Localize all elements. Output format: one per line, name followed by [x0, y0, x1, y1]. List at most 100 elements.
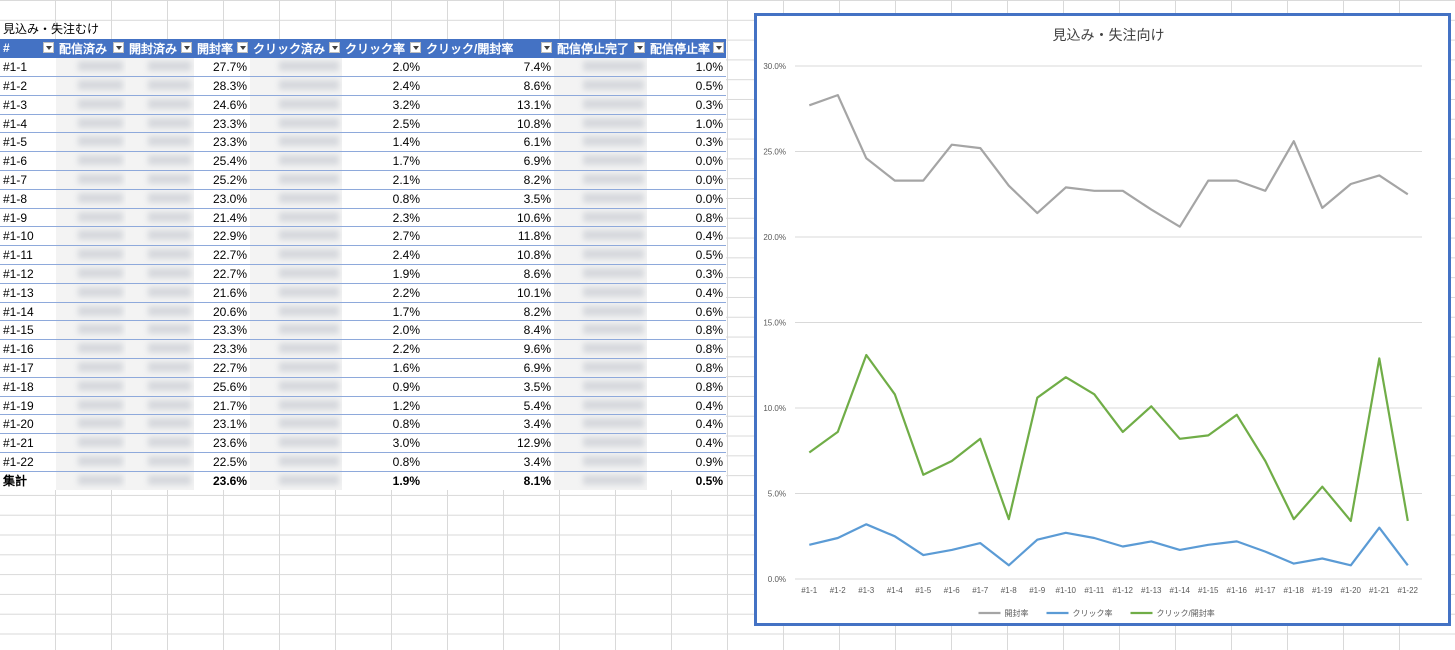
row-id-cell: #1-6 — [0, 151, 56, 172]
table-row: #1-13 21.6% 2.2% 10.1% 0.4% — [0, 283, 727, 303]
redacted-cell — [56, 114, 126, 134]
redacted-cell — [56, 264, 126, 284]
click-rate-cell: 2.0% — [342, 57, 423, 78]
open-rate-cell: 23.3% — [194, 114, 250, 134]
table-header-row: # 配信済み 開封済み 開封率 クリック済み クリック率 クリック/開封率 配信停止完了 配信停… — [0, 39, 727, 59]
redacted-cell — [126, 264, 194, 284]
unsubscribe-rate-cell: 0.4% — [647, 396, 727, 416]
redacted-cell — [250, 132, 342, 153]
x-tick-label: #1-14 — [1170, 586, 1191, 595]
column-header-label: クリック済み — [253, 41, 326, 56]
x-tick-label: #1-8 — [1001, 586, 1018, 595]
unsubscribe-rate-cell: 0.8% — [647, 377, 727, 397]
open-rate-cell: 25.6% — [194, 377, 250, 397]
click-rate-cell: 2.1% — [342, 170, 423, 190]
redacted-cell — [554, 114, 647, 134]
x-tick-label: #1-11 — [1084, 586, 1104, 595]
redacted-cell — [250, 245, 342, 266]
open-rate-cell: 23.3% — [194, 339, 250, 360]
column-header: 開封済み — [126, 39, 194, 59]
column-header: クリック率 — [342, 39, 423, 59]
row-id-cell: #1-5 — [0, 132, 56, 153]
table-row: #1-21 23.6% 3.0% 12.9% 0.4% — [0, 433, 727, 454]
filter-dropdown-icon[interactable] — [713, 42, 725, 53]
click-to-open-rate-cell: 8.4% — [423, 320, 554, 341]
column-header: # — [0, 39, 56, 59]
redacted-cell — [250, 396, 342, 416]
filter-dropdown-icon[interactable] — [541, 42, 552, 53]
click-rate-cell: 2.0% — [342, 320, 423, 341]
unsubscribe-rate-cell: 0.4% — [647, 414, 727, 435]
redacted-cell — [554, 377, 647, 397]
x-tick-label: #1-6 — [944, 586, 961, 595]
redacted-cell — [554, 320, 647, 341]
row-id-cell: #1-17 — [0, 358, 56, 378]
table-row: #1-14 20.6% 1.7% 8.2% 0.6% — [0, 302, 727, 322]
redacted-cell — [56, 76, 126, 96]
line-chart[interactable]: 見込み・失注向け 0.0% 5.0% 10.0% 15.0% 20.0% 25.0% 30.0… — [754, 13, 1451, 626]
row-id-cell: 集計 — [0, 470, 56, 491]
redacted-cell — [554, 170, 647, 190]
filter-dropdown-icon[interactable] — [181, 42, 192, 53]
redacted-cell — [126, 189, 194, 209]
row-id-cell: #1-11 — [0, 245, 56, 266]
redacted-cell — [56, 414, 126, 435]
y-tick-label: 20.0% — [763, 233, 786, 242]
column-header-label: # — [3, 41, 10, 56]
filter-dropdown-icon[interactable] — [634, 42, 645, 53]
redacted-cell — [126, 414, 194, 435]
click-rate-cell: 2.5% — [342, 114, 423, 134]
column-header-label: 配信停止率 — [650, 41, 711, 56]
column-header: 配信停止完了 — [554, 39, 647, 59]
redacted-cell — [126, 95, 194, 115]
click-rate-cell: 2.4% — [342, 76, 423, 96]
x-tick-label: #1-16 — [1227, 586, 1248, 595]
filter-dropdown-icon[interactable] — [410, 42, 421, 53]
redacted-cell — [56, 470, 126, 491]
row-id-cell: #1-15 — [0, 320, 56, 341]
x-tick-label: #1-21 — [1369, 586, 1390, 595]
redacted-cell — [126, 339, 194, 360]
unsubscribe-rate-cell: 0.8% — [647, 339, 727, 360]
x-tick-label: #1-15 — [1198, 586, 1219, 595]
row-id-cell: #1-1 — [0, 57, 56, 78]
redacted-cell — [126, 470, 194, 491]
open-rate-cell: 27.7% — [194, 57, 250, 78]
open-rate-cell: 25.4% — [194, 151, 250, 172]
unsubscribe-rate-cell: 0.0% — [647, 170, 727, 190]
redacted-cell — [554, 452, 647, 472]
redacted-cell — [56, 208, 126, 228]
filter-dropdown-icon[interactable] — [43, 42, 54, 53]
column-header: クリック済み — [250, 39, 342, 59]
filter-dropdown-icon[interactable] — [237, 42, 248, 53]
unsubscribe-rate-cell: 0.4% — [647, 226, 727, 247]
filter-dropdown-icon[interactable] — [329, 42, 340, 53]
y-tick-label: 5.0% — [768, 490, 786, 499]
redacted-cell — [250, 264, 342, 284]
redacted-cell — [126, 208, 194, 228]
filter-dropdown-icon[interactable] — [113, 42, 124, 53]
click-rate-cell: 1.9% — [342, 264, 423, 284]
click-rate-cell: 3.0% — [342, 433, 423, 454]
redacted-cell — [554, 151, 647, 172]
redacted-cell — [250, 433, 342, 454]
click-rate-cell: 2.3% — [342, 208, 423, 228]
redacted-cell — [554, 95, 647, 115]
open-rate-cell: 28.3% — [194, 76, 250, 96]
row-id-cell: #1-21 — [0, 433, 56, 454]
redacted-cell — [126, 132, 194, 153]
redacted-cell — [126, 57, 194, 78]
column-header: クリック/開封率 — [423, 39, 554, 59]
redacted-cell — [126, 377, 194, 397]
table-row: #1-22 22.5% 0.8% 3.4% 0.9% — [0, 452, 727, 472]
redacted-cell — [250, 208, 342, 228]
redacted-cell — [56, 245, 126, 266]
x-tick-label: #1-9 — [1029, 586, 1046, 595]
redacted-cell — [126, 358, 194, 378]
open-rate-cell: 23.6% — [194, 470, 250, 491]
redacted-cell — [554, 264, 647, 284]
y-tick-label: 25.0% — [763, 148, 786, 157]
unsubscribe-rate-cell: 1.0% — [647, 57, 727, 78]
click-rate-cell: 2.4% — [342, 245, 423, 266]
data-table: # 配信済み 開封済み 開封率 クリック済み クリック率 クリック/開封率 配信停止完了 配信停… — [0, 39, 727, 491]
